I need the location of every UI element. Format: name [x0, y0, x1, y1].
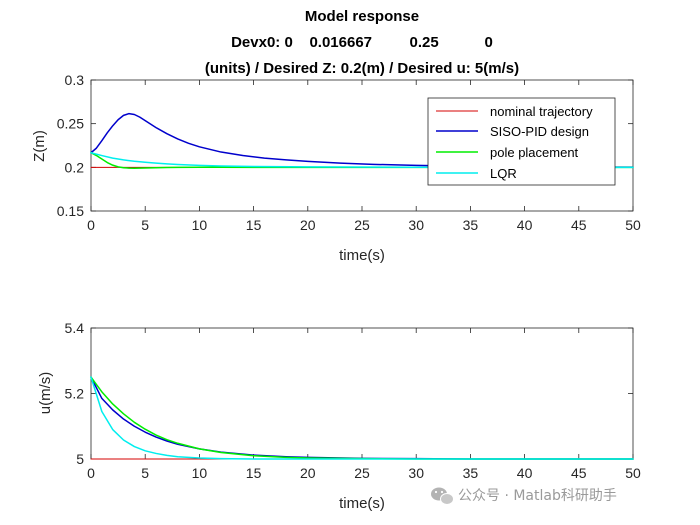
y-tick-label: 0.15	[57, 203, 84, 219]
x-tick-label: 0	[87, 465, 95, 481]
figure-title-line-3: (units) / Desired Z: 0.2(m) / Desired u:…	[205, 60, 519, 77]
top-subplot-z: 0 5 10 15 20 25 30 35 40 45 50 0.15 0.2 0.25 0.3 time(…	[31, 72, 641, 264]
y-tick-label: 5	[76, 451, 84, 467]
series-line-lqr	[90, 152, 634, 169]
bottom-axes-series	[90, 376, 634, 460]
x-tick-label: 25	[354, 465, 370, 481]
legend-label-lqr: LQR	[490, 166, 517, 181]
x-tick-label: 5	[141, 217, 149, 233]
legend-label-nominal: nominal trajectory	[490, 104, 593, 119]
top-x-axis-label: time(s)	[339, 247, 385, 264]
legend-label-pole: pole placement	[490, 145, 579, 160]
x-tick-label: 10	[192, 217, 208, 233]
y-tick-label: 0.3	[65, 72, 85, 88]
figure-title-line-2: Devx0: 0 0.016667 0.25 0	[231, 34, 493, 51]
x-tick-label: 40	[517, 217, 533, 233]
x-tick-label: 15	[246, 465, 262, 481]
x-tick-label: 40	[517, 465, 533, 481]
y-tick-label: 0.25	[57, 116, 84, 132]
x-tick-label: 15	[246, 217, 262, 233]
figure-title-line-1: Model response	[305, 8, 419, 25]
x-tick-label: 35	[463, 465, 479, 481]
bottom-x-axis-label: time(s)	[339, 495, 385, 512]
x-tick-label: 50	[625, 465, 641, 481]
top-axes-ticks: 0 5 10 15 20 25 30 35 40 45 50 0.15 0.2 0.25 0.3	[57, 72, 641, 233]
watermark-text: 公众号 · Matlab科研助手	[458, 488, 617, 504]
legend-box	[427, 97, 616, 186]
x-tick-label: 50	[625, 217, 641, 233]
bottom-y-axis-label: u(m/s)	[37, 372, 54, 415]
series-line-lqr	[90, 376, 634, 460]
wechat-icon	[431, 487, 454, 505]
x-tick-label: 30	[408, 465, 424, 481]
x-tick-label: 25	[354, 217, 370, 233]
x-tick-label: 20	[300, 217, 316, 233]
series-line-siso-pid-design	[90, 112, 634, 168]
x-tick-label: 0	[87, 217, 95, 233]
x-tick-label: 5	[141, 465, 149, 481]
y-tick-label: 5.2	[65, 386, 85, 402]
y-tick-label: 0.2	[65, 159, 85, 175]
top-y-axis-label: Z(m)	[31, 130, 48, 162]
legend: nominal trajectory SISO-PID design pole …	[427, 97, 616, 186]
bottom-axes-box	[90, 327, 634, 460]
x-tick-label: 45	[571, 217, 587, 233]
watermark: 公众号 · Matlab科研助手	[431, 487, 617, 505]
x-tick-label: 30	[408, 217, 424, 233]
x-tick-label: 35	[463, 217, 479, 233]
x-tick-label: 20	[300, 465, 316, 481]
x-tick-label: 10	[192, 465, 208, 481]
y-tick-label: 5.4	[65, 320, 85, 336]
x-tick-label: 45	[571, 465, 587, 481]
legend-label-pid: SISO-PID design	[490, 124, 589, 139]
